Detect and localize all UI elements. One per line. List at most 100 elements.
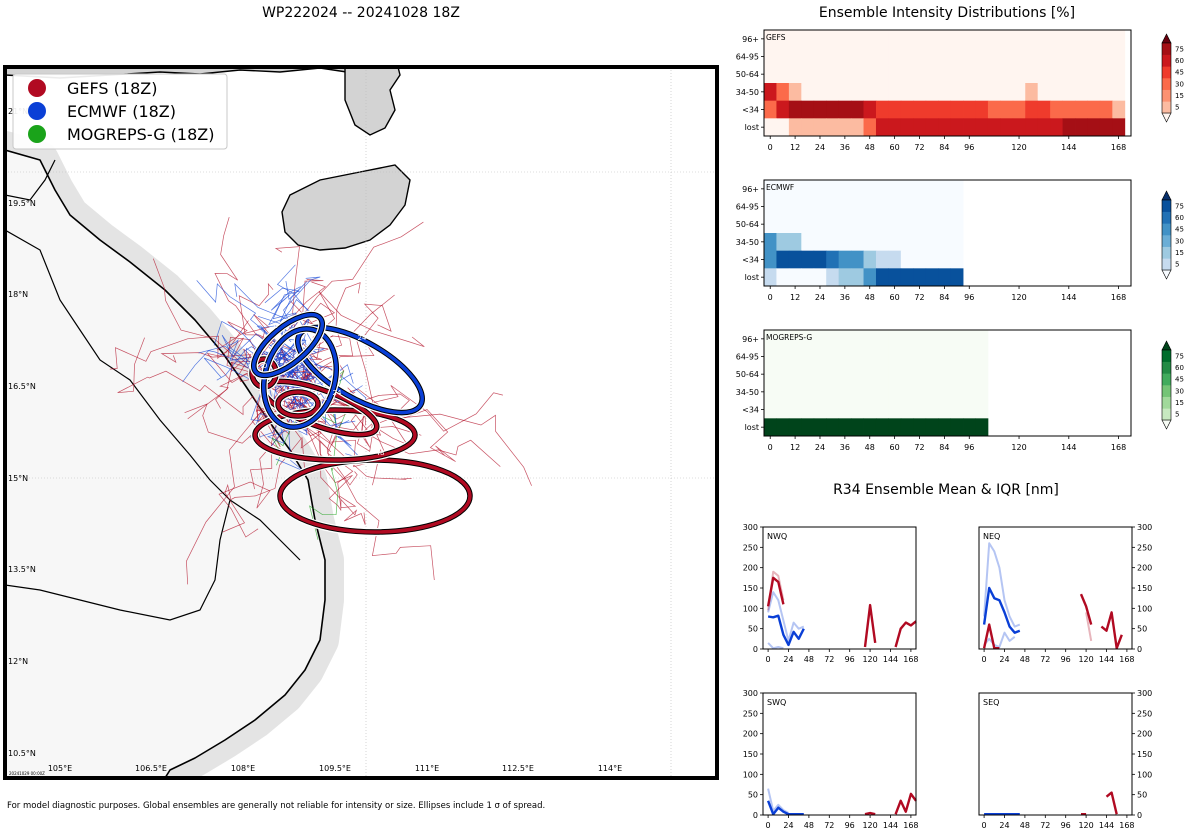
heatmap-cell <box>788 233 802 252</box>
r34-ytick-label: 100 <box>743 770 758 779</box>
heatmap-cell <box>1062 65 1076 84</box>
heatmap-cell <box>888 268 902 287</box>
r34-xtick-label: 168 <box>1119 655 1134 664</box>
colorbar-extend-bottom <box>1161 419 1172 430</box>
heatmap-cell <box>1025 47 1039 66</box>
heatmap-cell <box>938 215 952 234</box>
colorbar-tick-label: 75 <box>1175 45 1184 53</box>
heatmap-cell <box>851 365 864 384</box>
mogreps-track <box>309 403 350 540</box>
heatmap-cell <box>975 30 989 49</box>
legend-label-ecmwf: ECMWF (18Z) <box>67 102 176 121</box>
heatmap-cell <box>875 383 889 402</box>
r34-ytick-label: 50 <box>748 791 758 800</box>
heatmap-cell <box>863 215 877 234</box>
colorbar-tick-label: 60 <box>1175 57 1184 65</box>
r34-ytick-label: 300 <box>1137 523 1152 532</box>
heatmap-cell <box>875 365 889 384</box>
heatmap-cell <box>1037 83 1051 102</box>
colorbar-tick-label: 5 <box>1175 411 1179 419</box>
heatmap-xtick-label: 60 <box>890 293 900 302</box>
heatmap-cell <box>1050 47 1063 66</box>
heatmap-cell <box>1012 83 1026 102</box>
lon-label-106-5: 106.5°E <box>135 764 167 773</box>
heatmap-cell <box>1112 100 1126 119</box>
heatmap-cell <box>788 383 802 402</box>
heatmap-cell <box>863 365 877 384</box>
heatmap-cell <box>938 365 952 384</box>
heatmap-cell <box>1099 47 1113 66</box>
heatmap-xtick-label: 60 <box>890 143 900 152</box>
heatmap-cell <box>838 418 852 437</box>
lat-label-16-5: 16.5°N <box>8 382 36 391</box>
heatmap-xtick-label: 24 <box>815 143 825 152</box>
heatmap-cell <box>776 330 790 349</box>
heatmap-cell <box>963 47 976 66</box>
ellipse-hour-label: 0 <box>263 362 267 370</box>
heatmap-cell <box>826 118 840 137</box>
heatmap-cell <box>776 47 790 66</box>
heatmap-cell <box>776 118 790 137</box>
heatmap-cell <box>813 100 827 119</box>
heatmap-cell <box>900 347 914 366</box>
ellipse-hour-label: 24 <box>333 389 342 397</box>
lat-label-10-5: 10.5°N <box>8 749 36 758</box>
heatmap-cell <box>851 347 864 366</box>
heatmap-cell <box>813 83 827 102</box>
r34-ytick-label: 250 <box>743 709 758 718</box>
heatmap-model-label: MOGREPS-G <box>766 333 812 342</box>
heatmap-cell <box>975 47 989 66</box>
heatmap-cell <box>888 418 902 437</box>
heatmap-xtick-label: 144 <box>1061 293 1076 302</box>
heatmap-cell <box>950 233 964 252</box>
heatmap-cell <box>1012 47 1026 66</box>
heatmap-cell <box>888 233 902 252</box>
heatmap-cell <box>913 180 927 199</box>
heatmap-cell <box>788 65 802 84</box>
heatmap-cell <box>987 30 1001 49</box>
heatmap-cell <box>851 250 864 269</box>
heatmap-row-label: 50-64 <box>736 70 759 79</box>
heatmap-cell <box>764 250 777 269</box>
ellipse-hour-label: 48 <box>376 449 385 457</box>
heatmap-cell <box>863 330 877 349</box>
heatmap-cell <box>888 197 902 216</box>
heatmap-cell <box>1000 30 1014 49</box>
map-legend: GEFS (18Z) ECMWF (18Z) MOGREPS-G (18Z) <box>12 73 228 150</box>
heatmap-cell <box>788 215 802 234</box>
heatmap-cell <box>1075 65 1088 84</box>
heatmap-cell <box>900 100 914 119</box>
heatmap-cell <box>838 197 852 216</box>
heatmap-cell <box>963 30 976 49</box>
colorbar-segment <box>1162 200 1171 212</box>
colorbar-tick-label: 45 <box>1175 376 1184 384</box>
heatmap-cell <box>938 268 952 287</box>
r34-xtick-label: 96 <box>845 655 855 664</box>
colorbar-tick-label: 30 <box>1175 387 1184 395</box>
heatmap-cell <box>963 83 976 102</box>
heatmap-cell <box>1037 47 1051 66</box>
heatmap-cell <box>788 365 802 384</box>
heatmap-cell <box>801 118 815 137</box>
colorbar-tick-label: 45 <box>1175 69 1184 77</box>
r34-ytick-label: 100 <box>743 604 758 613</box>
heatmap-row-label: 64-95 <box>736 203 759 212</box>
r34-ytick-label: 50 <box>1137 625 1147 634</box>
heatmap-cell <box>975 400 989 419</box>
heatmap-cell <box>950 330 964 349</box>
heatmap-cell <box>1112 47 1126 66</box>
lon-labels: 105°E 106.5°E 108°E 109.5°E 111°E 112.5°… <box>48 764 622 773</box>
heatmap-xtick-label: 72 <box>914 443 924 452</box>
r34-xtick-label: 72 <box>1040 655 1050 664</box>
heatmap-cell <box>851 197 864 216</box>
mogreps-track <box>271 369 345 466</box>
heatmap-cell <box>1062 83 1076 102</box>
heatmap-xtick-label: 0 <box>768 293 773 302</box>
heatmap-cell <box>788 100 802 119</box>
lat-label-18: 18°N <box>8 290 28 299</box>
heatmap-cell <box>851 180 864 199</box>
heatmap-cell <box>963 100 976 119</box>
heatmap-cell <box>1075 47 1088 66</box>
r34-xtick-label: 144 <box>1099 821 1114 830</box>
